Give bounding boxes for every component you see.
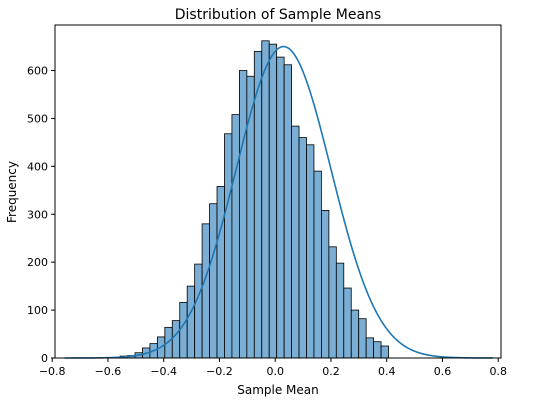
y-axis-ticks: 0 100 200 300 400 500 600 [27,65,55,365]
histogram-bar [171,320,181,359]
histogram-bar [186,285,196,359]
y-tick-label: 0 [41,352,48,365]
histogram-bar [179,302,188,359]
histogram-bar [164,326,173,359]
x-tick-label: 0.4 [378,365,396,378]
histogram-bar [298,137,307,359]
histogram-bar [261,40,270,359]
histogram-bar [246,75,255,359]
histogram-bars [119,40,389,359]
chart-title: Distribution of Sample Means [175,7,381,23]
y-axis-label: Frequency [5,161,19,223]
kde-curve [64,45,493,359]
y-tick-label: 200 [27,256,48,269]
histogram-bar [313,170,322,359]
histogram-bar [380,345,389,359]
x-tick-label: −0.4 [150,365,177,378]
histogram-bar [306,144,315,359]
x-tick-label: −0.8 [39,365,66,378]
histogram-bar [224,133,233,359]
x-tick-label: −0.2 [206,365,233,378]
histogram-bar [216,186,225,359]
histogram-bar [335,262,345,359]
histogram-bar [283,64,292,359]
histogram-bar [194,263,203,359]
histogram-bar [373,341,382,359]
x-tick-label: 0.2 [322,365,340,378]
histogram-bar [276,56,285,359]
y-tick-label: 100 [27,304,48,317]
histogram-bar [365,337,375,359]
x-tick-label: 0.8 [489,365,507,378]
histogram-bar [350,309,360,359]
histogram-bar [231,114,240,359]
y-tick-label: 300 [27,208,48,221]
histogram-bar [358,318,367,359]
y-tick-label: 500 [27,112,48,125]
y-tick-label: 600 [27,65,48,78]
plot-frame [54,24,502,359]
x-tick-label: 0.6 [434,365,452,378]
histogram-bar [343,287,352,359]
x-tick-label: −0.6 [95,365,122,378]
histogram-bar [201,223,210,359]
x-axis-label: Sample Mean [237,383,319,397]
histogram-bar [268,43,278,359]
x-axis-ticks: −0.8 −0.6 −0.4 −0.2 0.0 0.2 0.4 0.6 0.8 [39,358,507,378]
histogram-bar [321,210,330,359]
histogram-bar [238,70,248,359]
histogram-bar [209,203,218,359]
histogram-bar [291,125,300,359]
histogram-bar [328,246,337,359]
x-tick-label: 0.0 [266,365,284,378]
y-tick-label: 400 [27,160,48,173]
